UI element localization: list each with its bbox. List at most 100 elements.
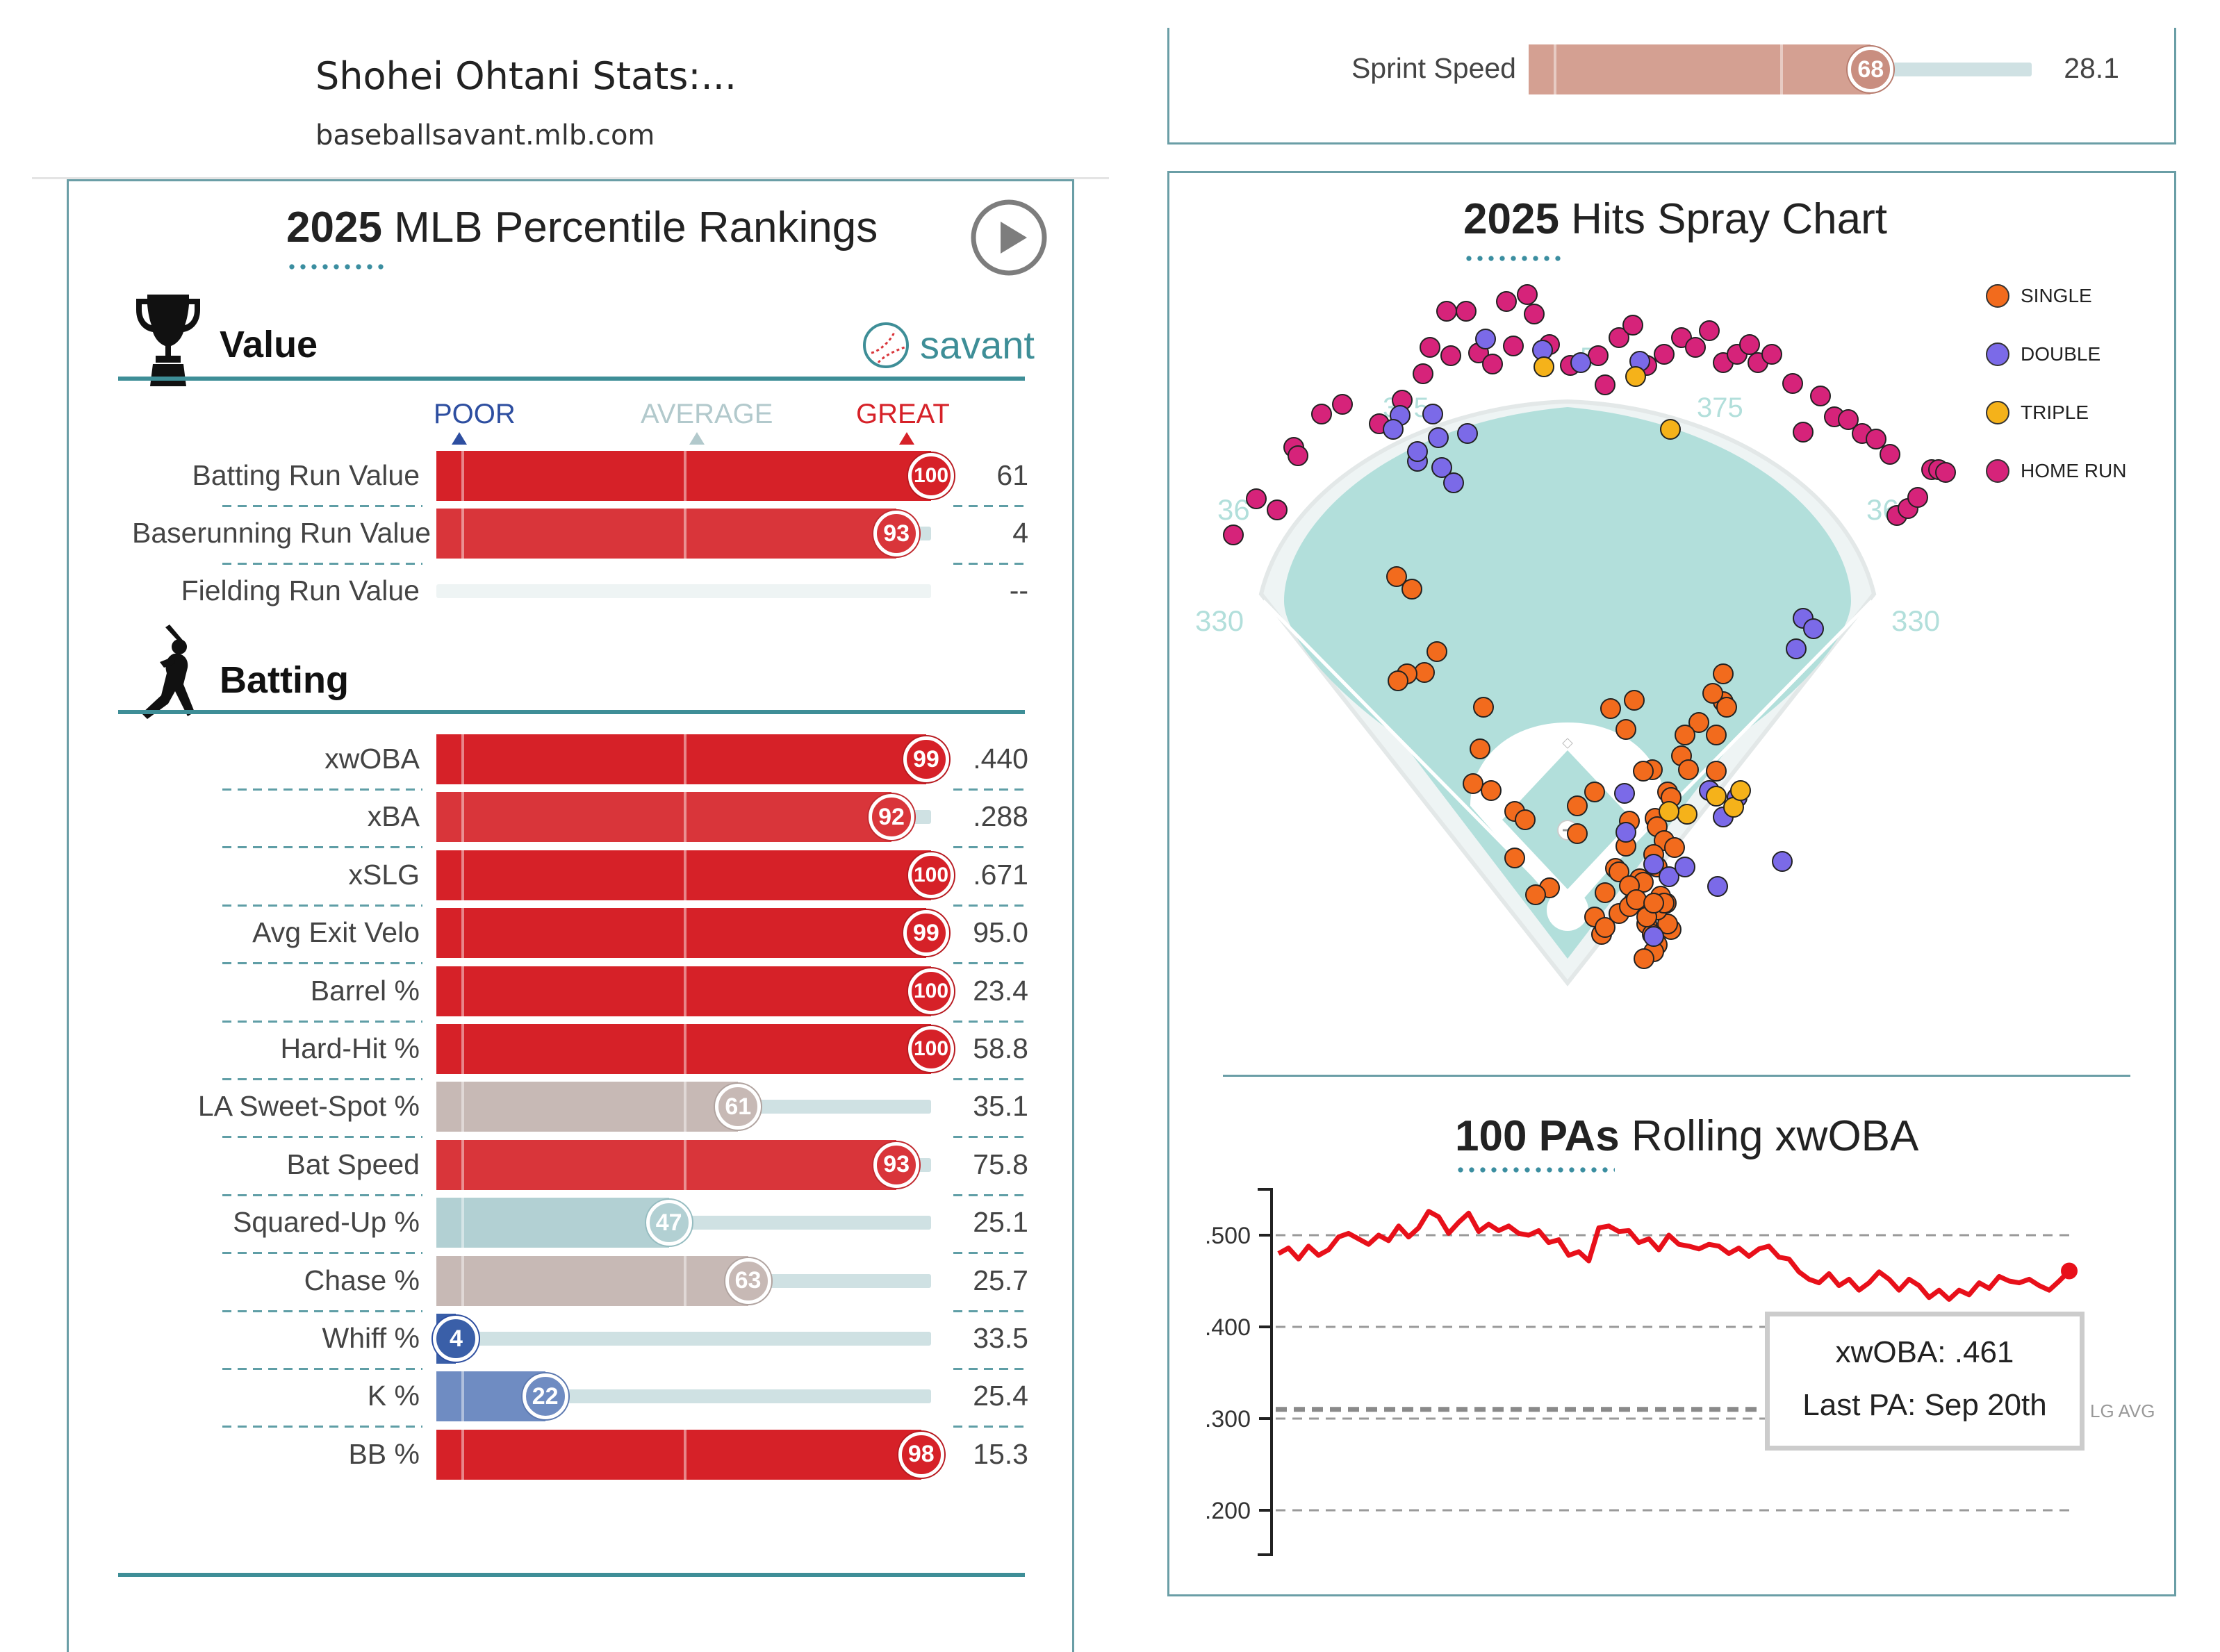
metric-track-fielding-run-value bbox=[436, 584, 931, 598]
spray-point-single bbox=[1463, 773, 1483, 794]
source-url[interactable]: baseballsavant.mlb.com bbox=[315, 119, 655, 151]
spray-chart: 375 375 330 330 36 36 5 bbox=[1195, 284, 1956, 986]
metric-percentile-batting-run-value: 100 bbox=[908, 453, 954, 499]
legend-label-single: SINGLE bbox=[2021, 285, 2092, 306]
metric-value-xwoba: .440 bbox=[973, 743, 1028, 775]
spray-point-single bbox=[1473, 697, 1494, 718]
spray-point-single bbox=[1643, 893, 1664, 914]
metric-label-xba: xBA bbox=[367, 800, 420, 833]
spray-point-double bbox=[1786, 638, 1807, 659]
metric-percentile-barrel: 100 bbox=[908, 968, 954, 1014]
metric-bar-tick bbox=[684, 792, 686, 843]
metric-value-barrel: 23.4 bbox=[973, 974, 1028, 1007]
spray-point-single bbox=[1706, 725, 1727, 745]
source-title[interactable]: Shohei Ohtani Stats:... bbox=[315, 54, 737, 98]
metric-bar-hard-hit bbox=[436, 1024, 931, 1074]
spray-point-home-run bbox=[1880, 444, 1900, 465]
metric-bar-baserunning-run-value bbox=[436, 509, 897, 559]
spray-point-home-run bbox=[1782, 373, 1803, 394]
spray-point-single bbox=[1713, 663, 1734, 684]
spray-point-triple bbox=[1660, 419, 1681, 440]
metric-value-xslg: .671 bbox=[973, 858, 1028, 891]
metric-bar-tick bbox=[461, 734, 464, 784]
spray-point-home-run bbox=[1496, 291, 1517, 312]
row-divider-left bbox=[222, 1020, 422, 1023]
spray-point-home-run bbox=[1810, 386, 1831, 406]
spray-point-home-run bbox=[1517, 284, 1538, 305]
spray-point-home-run bbox=[1609, 327, 1629, 348]
spray-point-single bbox=[1634, 948, 1654, 969]
metric-bar-xslg bbox=[436, 850, 931, 900]
metric-percentile-chase: 63 bbox=[725, 1257, 771, 1304]
legend-label-home-run: HOME RUN bbox=[2021, 460, 2127, 481]
play-button[interactable] bbox=[970, 199, 1048, 276]
spray-point-single bbox=[1567, 795, 1588, 816]
spray-point-single bbox=[1401, 579, 1422, 600]
row-divider-right bbox=[953, 1078, 1027, 1080]
spray-point-double bbox=[1428, 427, 1449, 448]
metric-percentile-xba: 92 bbox=[869, 794, 915, 841]
spray-fence-label-left-partial: 36 bbox=[1217, 493, 1250, 526]
legend-dot-double bbox=[1986, 342, 2009, 366]
metric-label-bat-speed: Bat Speed bbox=[286, 1148, 420, 1180]
rolling-title-underline bbox=[1455, 1167, 1615, 1173]
spray-point-home-run bbox=[1793, 422, 1814, 443]
tooltip-xwoba: xwOBA: .461 bbox=[1835, 1335, 2014, 1369]
spray-point-home-run bbox=[1482, 354, 1503, 374]
row-divider-right bbox=[953, 846, 1027, 849]
metric-label-xwoba: xwOBA bbox=[324, 743, 420, 775]
metric-value-baserunning-run-value: 4 bbox=[1012, 517, 1028, 549]
legend-label-double: DOUBLE bbox=[2021, 343, 2101, 365]
metric-percentile-whiff: 4 bbox=[433, 1316, 479, 1362]
spray-point-home-run bbox=[1246, 488, 1267, 509]
metric-value-hard-hit: 58.8 bbox=[973, 1032, 1028, 1064]
spray-point-double bbox=[1383, 419, 1404, 440]
metric-track-k bbox=[545, 1389, 931, 1404]
metric-percentile-bat-speed: 93 bbox=[873, 1141, 920, 1188]
metric-track-la-sweet-spot bbox=[738, 1100, 931, 1114]
spray-point-single bbox=[1386, 566, 1407, 587]
spray-point-triple bbox=[1534, 356, 1554, 377]
percentile-title: 2025 MLB Percentile Rankings bbox=[286, 204, 878, 251]
metric-bar-tick bbox=[684, 1429, 686, 1480]
row-divider-right bbox=[953, 563, 1027, 565]
metric-label-fielding-run-value: Fielding Run Value bbox=[181, 575, 420, 606]
metric-label-chase: Chase % bbox=[304, 1264, 420, 1296]
spray-point-home-run bbox=[1440, 345, 1461, 366]
savant-brand[interactable]: savant bbox=[920, 323, 1035, 367]
rolling-y-tick-label: .300 bbox=[1205, 1406, 1251, 1432]
spray-point-double bbox=[1643, 926, 1664, 947]
metric-label-avg-exit-velo: Avg Exit Velo bbox=[252, 916, 420, 949]
percentile-panel bbox=[67, 179, 1074, 1652]
spray-point-home-run bbox=[1739, 334, 1760, 355]
spray-point-single bbox=[1600, 698, 1621, 719]
metric-label-squared-up: Squared-Up % bbox=[233, 1206, 420, 1239]
spray-point-home-run bbox=[1420, 337, 1440, 358]
metric-label-baserunning-run-value: Baserunning Run Value bbox=[132, 517, 431, 549]
sprint-speed-bar bbox=[1529, 44, 1871, 94]
metric-percentile-hard-hit: 100 bbox=[908, 1026, 954, 1072]
metric-value-avg-exit-velo: 95.0 bbox=[973, 916, 1028, 949]
spray-point-triple bbox=[1677, 804, 1697, 825]
metric-percentile-k: 22 bbox=[522, 1373, 568, 1420]
batting-section-title: Batting bbox=[220, 659, 349, 701]
metric-bar-tick bbox=[684, 966, 686, 1016]
spray-home-plate-circle bbox=[1547, 889, 1588, 931]
spray-point-single bbox=[1515, 809, 1536, 830]
spray-point-home-run bbox=[1622, 315, 1643, 336]
spray-point-double bbox=[1659, 866, 1679, 887]
row-divider-left bbox=[222, 788, 422, 791]
metric-bar-xwoba bbox=[436, 734, 926, 784]
spray-point-home-run bbox=[1907, 487, 1928, 508]
spray-point-single bbox=[1595, 917, 1615, 938]
metric-bar-tick bbox=[684, 1082, 686, 1132]
spray-point-double bbox=[1457, 423, 1478, 444]
spray-point-double bbox=[1772, 851, 1793, 872]
metric-bar-tick bbox=[461, 908, 464, 959]
row-divider-right bbox=[953, 1252, 1027, 1255]
metric-bar-avg-exit-velo bbox=[436, 908, 926, 959]
row-divider-right bbox=[953, 1310, 1027, 1312]
spray-point-single bbox=[1470, 738, 1490, 759]
metric-bar-batting-run-value bbox=[436, 451, 931, 501]
scale-poor-marker bbox=[452, 432, 467, 445]
